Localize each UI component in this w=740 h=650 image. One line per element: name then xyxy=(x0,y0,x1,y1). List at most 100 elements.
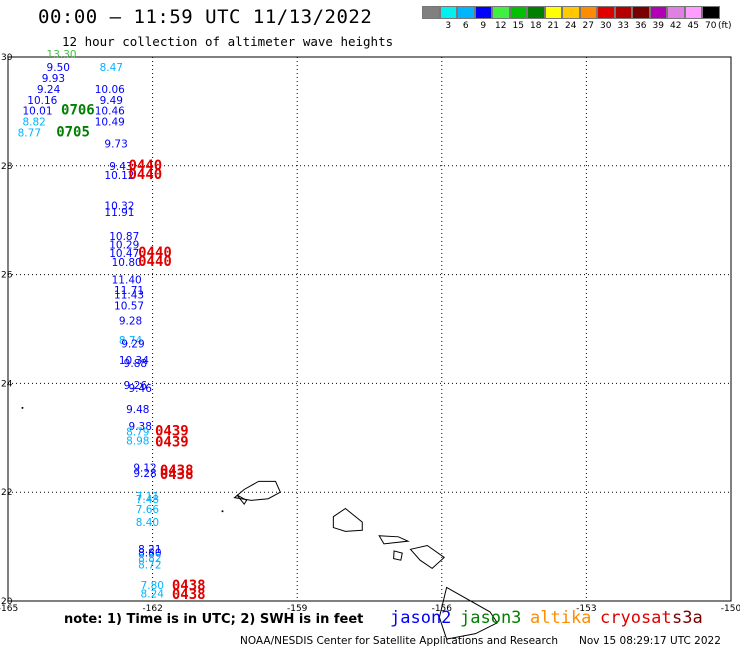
color-scale-label: 18 xyxy=(530,21,542,31)
color-scale-label: 12 xyxy=(495,21,507,31)
color-scale-cell xyxy=(492,6,510,19)
wave-height-value: 11.91 xyxy=(104,207,134,219)
wave-height-value: 11.43 xyxy=(114,290,144,302)
footer-credit: NOAA/NESDIS Center for Satellite Applica… xyxy=(240,635,558,647)
wave-height-value: 8.98 xyxy=(126,435,149,447)
color-scale-label: 70 xyxy=(705,21,717,31)
lon-tick-label: -159 xyxy=(287,604,308,614)
color-scale-label: 42 xyxy=(670,21,682,31)
pass-time-label: 0438 xyxy=(172,587,206,603)
wave-height-value: 10.34 xyxy=(119,355,149,367)
wave-height-value: 8.79 xyxy=(126,427,149,439)
color-scale-cell xyxy=(509,6,527,19)
map-subtitle: 12 hour collection of altimeter wave hei… xyxy=(62,34,394,49)
wave-height-value: 7.80 xyxy=(141,580,164,592)
color-scale-cell xyxy=(544,6,562,19)
wave-height-value: 8.24 xyxy=(141,589,165,601)
color-scale-cell xyxy=(439,6,457,19)
wave-height-value: 9.28 xyxy=(119,316,142,328)
wave-height-value: 9.50 xyxy=(47,62,70,74)
wave-height-value: 10.57 xyxy=(114,300,144,312)
color-scale-label: 33 xyxy=(617,21,629,31)
legend-altika: altika xyxy=(530,608,592,628)
color-scale-label: 3 xyxy=(445,21,452,31)
wave-height-value: 9.43 xyxy=(109,161,132,173)
wave-height-value: 10.12 xyxy=(104,170,134,182)
island-outline xyxy=(233,480,281,501)
small-island-dot xyxy=(21,406,24,409)
wave-height-value: 9.26 xyxy=(124,380,148,392)
units-note: note: 1) Time is in UTC; 2) SWH is in fe… xyxy=(64,612,364,627)
wave-height-value: 8.74 xyxy=(119,335,143,347)
legend-s3a: s3a xyxy=(672,608,703,628)
color-scale-cell xyxy=(562,6,580,19)
island-outline xyxy=(378,535,410,545)
wave-height-value: 11.71 xyxy=(114,285,144,297)
pass-time-label: 0440 xyxy=(129,167,163,183)
wave-height-value: 8.82 xyxy=(22,117,45,129)
lon-tick-label: -165 xyxy=(0,604,18,614)
wave-height-value: 9.12 xyxy=(133,463,156,475)
legend-cryosat: cryosat xyxy=(600,608,672,628)
island-outline xyxy=(393,550,403,561)
wave-height-value: 9.93 xyxy=(42,73,65,85)
wave-height-value: 10.16 xyxy=(27,95,57,107)
lat-tick-label: 26 xyxy=(1,271,13,281)
wave-height-value: 9.24 xyxy=(37,84,61,96)
wave-height-value: 11.40 xyxy=(112,274,142,286)
pass-time-label: 0438 xyxy=(172,578,206,594)
legend-jason3: jason3 xyxy=(460,608,522,628)
island-outline xyxy=(409,544,446,569)
wave-height-value: 10.49 xyxy=(95,117,125,129)
wave-height-value: 8.72 xyxy=(138,559,161,571)
color-scale-cell xyxy=(649,6,667,19)
lat-tick-label: 30 xyxy=(1,53,13,63)
color-scale-label: 24 xyxy=(565,21,577,31)
wave-height-value: 8.80 xyxy=(138,547,161,559)
wave-height-value: 9.88 xyxy=(124,358,147,370)
pass-time-label: 0439 xyxy=(155,424,189,440)
wave-height-value: 9.29 xyxy=(121,338,144,350)
pass-time-label: 0439 xyxy=(155,435,189,451)
lat-tick-label: 28 xyxy=(1,162,13,172)
color-scale-label: 6 xyxy=(462,21,469,31)
wave-height-value: 10.47 xyxy=(109,248,139,260)
color-scale-cell xyxy=(527,6,545,19)
color-scale-label: 15 xyxy=(512,21,524,31)
wave-height-value: 10.01 xyxy=(22,106,52,118)
wave-height-value: 8.82 xyxy=(138,553,161,565)
wave-height-value: 10.46 xyxy=(95,106,125,118)
color-scale-cell xyxy=(474,6,492,19)
wave-height-value: 7.66 xyxy=(136,504,160,516)
color-scale-cell xyxy=(422,6,440,19)
wave-height-value: 10.06 xyxy=(95,84,125,96)
wave-height-value: 10.32 xyxy=(104,200,134,212)
color-scale-label: 36 xyxy=(635,21,647,31)
island-outline xyxy=(438,586,498,640)
color-scale-cell xyxy=(579,6,597,19)
wave-height-value: 8.77 xyxy=(18,127,41,139)
map-frame xyxy=(7,56,732,602)
color-scale-cell xyxy=(667,6,685,19)
wave-height-value: 8.40 xyxy=(136,517,159,529)
legend-jason2: jason2 xyxy=(390,608,452,628)
map-title: 00:00 – 11:59 UTC 11/13/2022 xyxy=(38,6,373,28)
color-scale-label: 39 xyxy=(652,21,664,31)
island-outline xyxy=(236,494,248,506)
pass-time-label: 0440 xyxy=(138,254,172,270)
wave-height-value: 10.29 xyxy=(109,239,139,251)
wave-height-value: 9.46 xyxy=(129,383,153,395)
wave-height-value: 9.28 xyxy=(133,468,156,480)
wave-height-value: 9.73 xyxy=(104,138,127,150)
color-scale-label: 30 xyxy=(600,21,612,31)
island-outline xyxy=(332,507,363,532)
color-scale-label: 9 xyxy=(480,21,487,31)
lat-tick-label: 20 xyxy=(1,597,13,607)
footer-timestamp: Nov 15 08:29:17 UTC 2022 xyxy=(579,635,721,647)
color-scale-cell xyxy=(457,6,475,19)
pass-time-label: 0706 xyxy=(61,103,95,119)
lon-tick-label: -162 xyxy=(142,604,162,614)
color-scale-bar xyxy=(422,6,720,19)
wave-height-value: 10.80 xyxy=(112,257,142,269)
